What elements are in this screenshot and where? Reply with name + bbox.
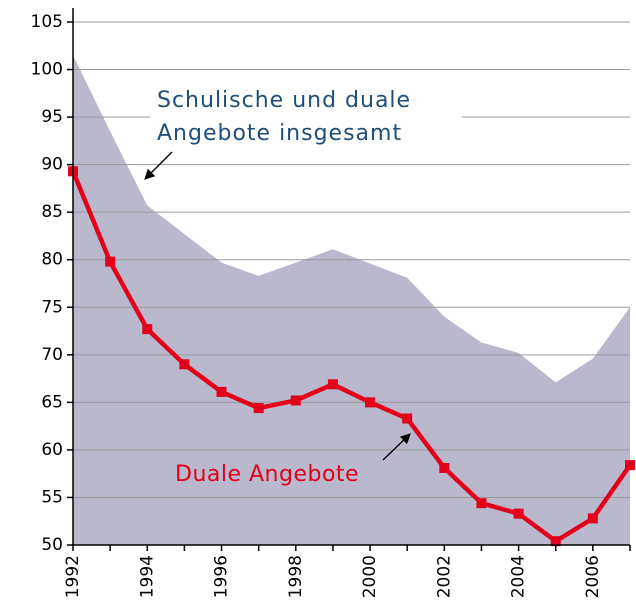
y-tick-label: 75 (41, 297, 63, 317)
marker (513, 508, 524, 519)
x-tick-label: 2006 (583, 555, 603, 598)
y-tick-label: 105 (31, 12, 63, 32)
x-tick-label: 1992 (63, 555, 83, 598)
marker (142, 324, 153, 335)
y-tick-label: 95 (41, 107, 63, 127)
marker (216, 386, 227, 397)
marker (290, 395, 301, 406)
marker (550, 536, 561, 547)
marker (625, 460, 635, 471)
y-tick-label: 70 (41, 345, 63, 365)
x-tick-label: 2002 (434, 555, 454, 598)
y-tick-label: 85 (41, 202, 63, 222)
y-tick-label: 55 (41, 487, 63, 507)
marker (402, 413, 413, 424)
marker (365, 397, 376, 408)
arrow (382, 433, 411, 461)
y-tick-label: 60 (41, 440, 63, 460)
dual-line (70, 170, 632, 544)
arrow (144, 151, 173, 180)
marker (179, 359, 190, 370)
annotation: Schulische und duale (157, 88, 411, 113)
y-tick-label: 50 (41, 535, 63, 555)
y-tick-label: 100 (31, 60, 63, 80)
annotation-bg (150, 82, 462, 152)
y-tick-label: 65 (41, 392, 63, 412)
marker (105, 256, 116, 267)
marker (476, 498, 487, 509)
marker (587, 513, 598, 524)
y-tick-label: 80 (41, 250, 63, 270)
marker (253, 403, 264, 414)
marker (439, 462, 450, 473)
total-area (73, 55, 630, 545)
x-tick-label: 2004 (509, 555, 529, 598)
x-tick-label: 2000 (360, 555, 380, 598)
x-tick-label: 1994 (137, 555, 157, 598)
x-tick-label: 1996 (212, 555, 232, 598)
annotation: Duale Angebote (175, 462, 359, 487)
x-tick-label: 1998 (286, 555, 306, 598)
y-tick-label: 90 (41, 155, 63, 175)
marker (327, 379, 338, 390)
annotation: Angebote insgesamt (157, 121, 402, 146)
